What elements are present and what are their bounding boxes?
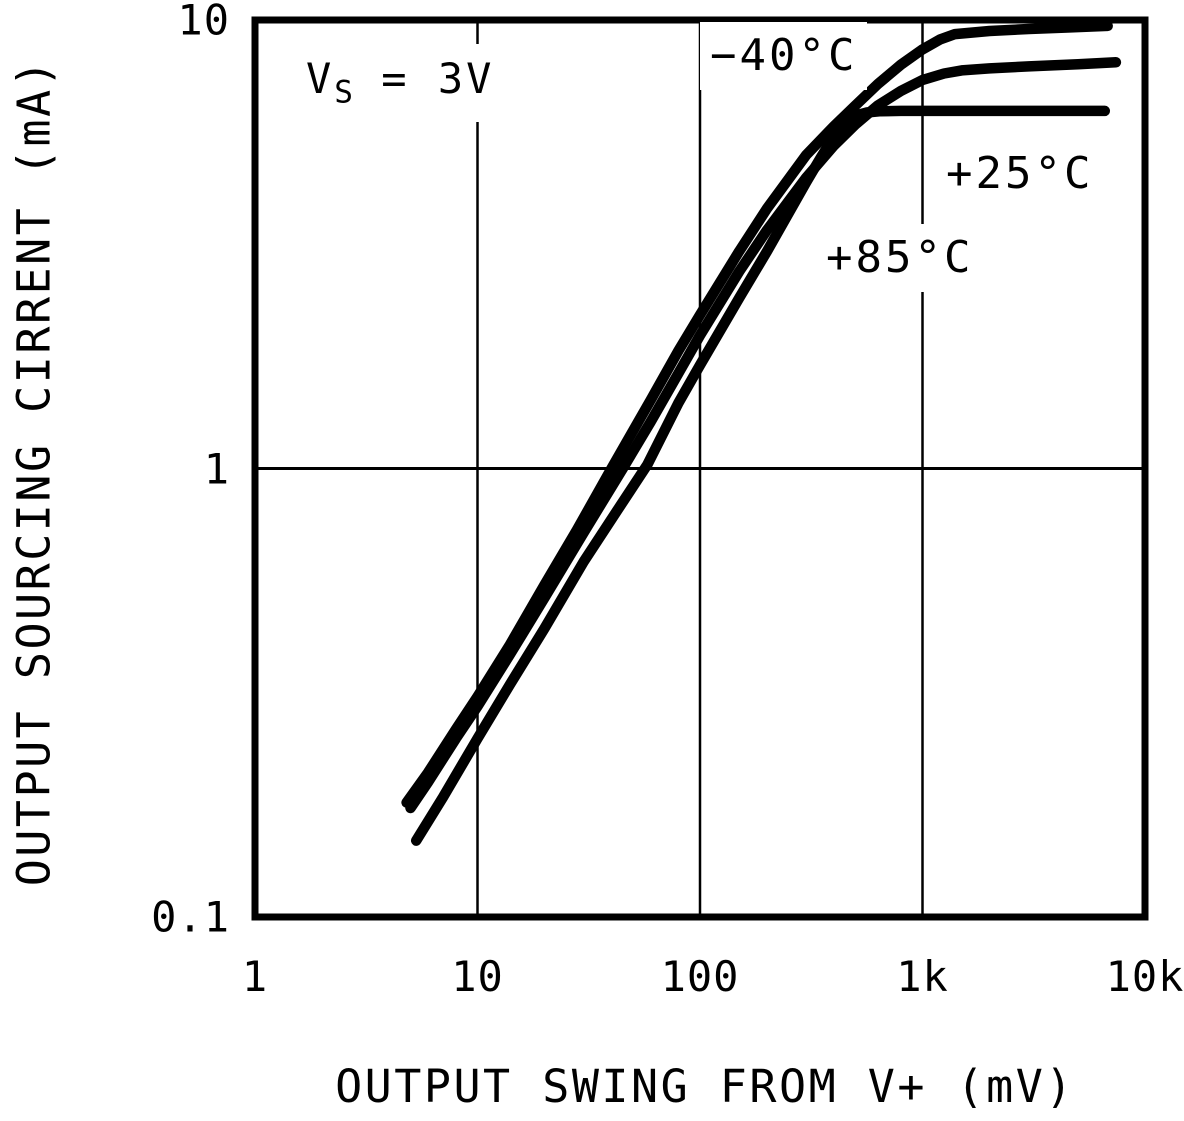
curve-p85 (410, 105, 1111, 846)
curve-label-plus25C: +25°C (936, 140, 1104, 208)
vs-subscript: S (334, 74, 354, 111)
y-tick-1: 1 (203, 444, 230, 493)
y-axis-title: OUTPUT SOURCING CIRRENT (mA) (7, 57, 61, 887)
vs-symbol: V (306, 54, 335, 103)
curve-label-plus85C: +85°C (816, 224, 984, 292)
curve-p25 (405, 57, 1122, 814)
x-tick-1k: 1k (896, 952, 949, 1001)
x-tick-10k: 10k (1105, 952, 1184, 1001)
plot-border (251, 16, 1149, 921)
supply-voltage-annotation: VS = 3V (292, 44, 509, 123)
x-tick-10: 10 (451, 952, 504, 1001)
curve-label-minus40C: −40°C (700, 22, 868, 90)
vs-value: = 3V (353, 54, 495, 103)
y-tick-10: 10 (177, 0, 230, 45)
x-axis-title: OUTPUT SWING FROM V+ (mV) (335, 1060, 1075, 1113)
x-tick-1: 1 (241, 952, 269, 1001)
x-tick-100: 100 (660, 952, 740, 1001)
y-tick-0.1: 0.1 (151, 892, 230, 942)
